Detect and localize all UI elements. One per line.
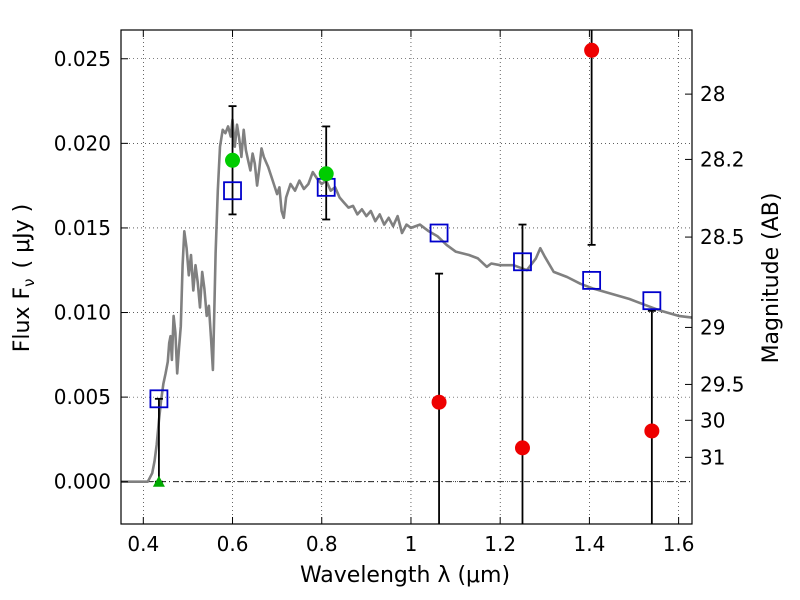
x-tick-label: 1.6 [663, 532, 695, 556]
model-photometry-square [642, 291, 662, 311]
axis-ticks [121, 30, 692, 524]
y2-tick-label: 28.2 [700, 147, 745, 171]
error-bars [154, 30, 656, 524]
y-tick-label: 0.025 [54, 47, 111, 71]
y2-tick-label: 31 [700, 445, 725, 469]
y-tick-label: 0.010 [54, 301, 111, 325]
non-detection-point [431, 394, 447, 410]
x-tick-labels: 0.4 0.6 0.8 1 1.2 1.4 1.6 [127, 532, 694, 556]
x-tick-label: 1.4 [573, 532, 605, 556]
x-tick-label: 0.6 [217, 532, 249, 556]
model-photometry-square [429, 223, 449, 243]
y-tick-label: 0.000 [54, 470, 111, 494]
model-photometry-square [223, 181, 242, 201]
model-photometry-points [149, 177, 662, 409]
magnitude-tick-labels: 28 28.2 28.5 29 29.5 30 31 [700, 82, 745, 469]
x-tick-label: 0.8 [306, 532, 338, 556]
x-tick-label: 1 [405, 532, 418, 556]
y2-tick-label: 29.5 [700, 372, 745, 396]
model-photometry-square [513, 252, 532, 272]
non-detection-point [644, 423, 660, 439]
non-detection-point [514, 440, 530, 456]
y-axis-title: Flux Fν ( μJy ) [10, 204, 38, 352]
y2-axis-title: Magnitude (AB) [759, 193, 784, 364]
y-axis-title-subscript: ν [20, 278, 38, 286]
y2-tick-label: 28 [700, 82, 725, 106]
grid-lines [121, 30, 692, 524]
x-tick-label: 0.4 [127, 532, 159, 556]
model-photometry-square [582, 270, 602, 290]
x-axis-title: Wavelength λ (μm) [300, 563, 510, 588]
x-tick-label: 1.2 [484, 532, 516, 556]
y-axis-title-unit: ( μJy ) [10, 204, 35, 269]
y-tick-label: 0.015 [54, 216, 111, 240]
y-axis-title-main: Flux F [10, 287, 35, 352]
y-tick-label: 0.020 [54, 131, 111, 155]
y-tick-label: 0.005 [54, 385, 111, 409]
y2-tick-label: 30 [700, 408, 725, 432]
detection-point [318, 166, 334, 182]
model-photometry-square [149, 389, 169, 409]
y2-tick-label: 29 [700, 315, 725, 339]
non-detection-point [584, 42, 600, 58]
detection-point [225, 152, 241, 168]
sed-line [121, 118, 693, 484]
upper-limit-triangle [152, 475, 165, 487]
upper-limit-marker [152, 475, 165, 487]
detection-points [225, 152, 334, 182]
plot-frame [120, 29, 693, 525]
model-sed-curve [121, 118, 693, 484]
non-detection-points [431, 42, 660, 456]
y-tick-labels: 0.000 0.005 0.010 0.015 0.020 0.025 [54, 47, 111, 494]
y2-tick-label: 28.5 [700, 225, 745, 249]
